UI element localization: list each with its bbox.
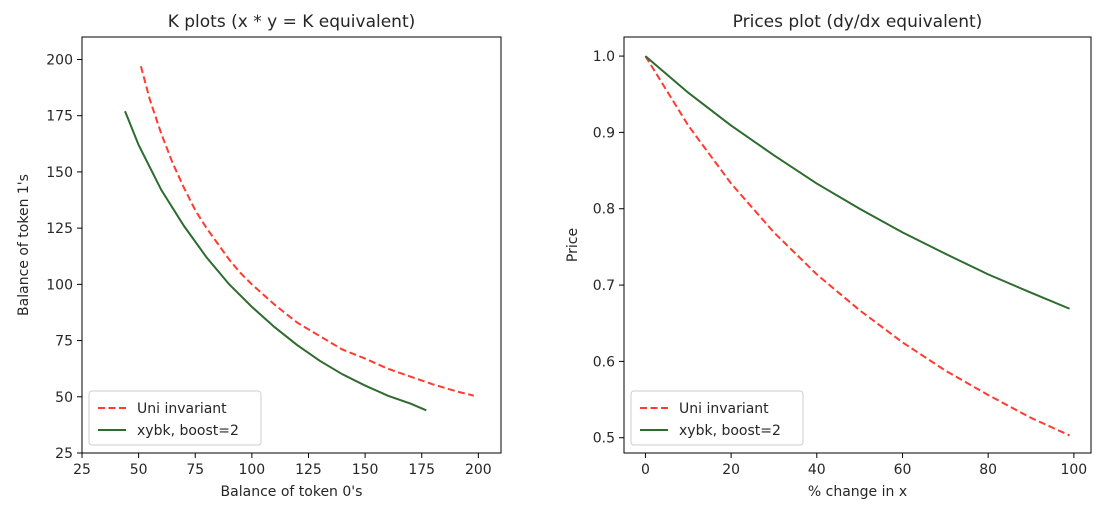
k-plot-title: K plots (x * y = K equivalent) xyxy=(168,12,416,32)
prices-plot-y-axis-label: Price xyxy=(565,228,581,262)
prices-plot-x-tick-label: 20 xyxy=(722,462,740,478)
k-plot-y-tick-label: 25 xyxy=(55,446,73,462)
prices-plot-x-tick-label: 0 xyxy=(641,462,650,478)
k-plot-x-tick-label: 175 xyxy=(408,462,435,478)
k-plot-axes-frame xyxy=(81,36,502,454)
prices-plot-axes-frame xyxy=(623,36,1092,454)
k-plot-x-axis-label: Balance of token 0's xyxy=(221,484,363,500)
prices-plot-y-tick-label: 0.8 xyxy=(593,202,615,218)
k-plot-x-tick-label: 200 xyxy=(465,462,492,478)
k-plot-y-tick-label: 50 xyxy=(55,390,73,406)
k-plot-x-tick-label: 125 xyxy=(295,462,322,478)
k-plot-y-axis-label: Balance of token 1's xyxy=(16,174,32,316)
prices-plot-y-tick-label: 1.0 xyxy=(593,49,615,65)
k-plot-y-tick-label: 175 xyxy=(46,109,73,125)
k-plot-y-tick-label: 200 xyxy=(46,52,73,68)
prices-plot-legend-box xyxy=(630,390,804,446)
prices-plot-x-tick-label: 80 xyxy=(979,462,997,478)
k-plot-x-tick-label: 75 xyxy=(186,462,204,478)
prices-plot-x-axis-label: % change in x xyxy=(808,484,907,500)
prices-plot-chart: 0 20 40 60 80 100 0.5 0.6 0.7 0.8 0.9 1.0 Prices plo… xyxy=(565,12,1092,500)
k-plot-y-tick-label: 75 xyxy=(55,334,73,350)
prices-plot-series-xybk-line xyxy=(644,55,1070,310)
k-plot-y-tick-label: 100 xyxy=(46,277,73,293)
prices-plot-x-tick-label: 40 xyxy=(808,462,826,478)
k-plot-x-tick-label: 150 xyxy=(352,462,379,478)
prices-plot-legend-label: xybk, boost=2 xyxy=(679,423,781,439)
k-plot-x-tick-label: 50 xyxy=(130,462,148,478)
prices-plot-y-tick-label: 0.7 xyxy=(593,278,615,294)
k-plot-y-tick-label: 150 xyxy=(46,165,73,181)
prices-plot-y-tick-label: 0.6 xyxy=(593,354,615,370)
k-plot-x-tick-label: 100 xyxy=(238,462,265,478)
k-plot-series-xybk-line xyxy=(124,110,427,412)
k-plot-series-uni-invariant-line xyxy=(139,65,475,397)
k-plot-legend-label: Uni invariant xyxy=(137,401,227,417)
k-plot-chart: 25 50 75 100 125 150 175 200 25 50 75 100 125 150 175 2… xyxy=(16,12,502,500)
prices-plot-legend-label: Uni invariant xyxy=(679,401,769,417)
prices-plot-series-uni-invariant-line xyxy=(644,55,1070,437)
k-plot-x-tick-label: 25 xyxy=(73,462,91,478)
k-plot-legend-box xyxy=(88,390,262,446)
k-plot-legend-label: xybk, boost=2 xyxy=(137,423,239,439)
prices-plot-y-tick-label: 0.9 xyxy=(593,125,615,141)
prices-plot-legend: Uni invariant xybk, boost=2 xyxy=(630,390,804,446)
prices-plot-title: Prices plot (dy/dx equivalent) xyxy=(733,12,983,32)
prices-plot-y-tick-label: 0.5 xyxy=(593,431,615,447)
prices-plot-x-tick-label: 60 xyxy=(894,462,912,478)
k-plot-legend: Uni invariant xybk, boost=2 xyxy=(88,390,262,446)
prices-plot-x-tick-label: 100 xyxy=(1060,462,1087,478)
k-plot-y-tick-label: 125 xyxy=(46,221,73,237)
